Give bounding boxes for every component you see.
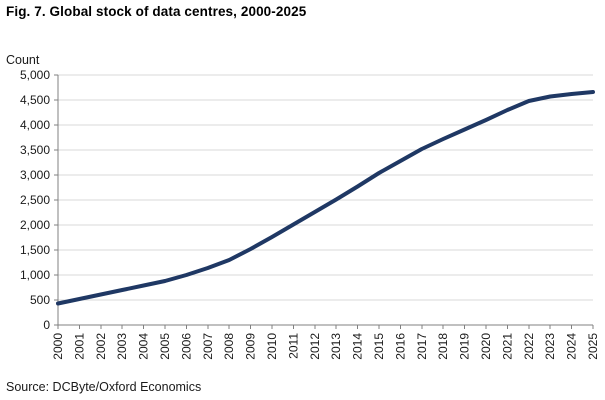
figure-title: Fig. 7. Global stock of data centres, 20… xyxy=(6,4,307,19)
x-tick-label: 2001 xyxy=(72,333,86,360)
y-tick-label: 3,000 xyxy=(20,168,50,182)
x-tick-label: 2018 xyxy=(436,333,450,360)
y-tick-label: 2,000 xyxy=(20,218,50,232)
x-tick-label: 2022 xyxy=(522,333,536,360)
x-tick-label: 2008 xyxy=(222,333,236,360)
x-tick-label: 2002 xyxy=(94,333,108,360)
x-tick-label: 2004 xyxy=(137,333,151,360)
x-tick-label: 2009 xyxy=(244,333,258,360)
y-tick-label: 2,500 xyxy=(20,193,50,207)
source-note: Source: DCByte/Oxford Economics xyxy=(6,380,202,394)
x-tick-label: 2007 xyxy=(201,333,215,360)
x-tick-label: 2014 xyxy=(351,333,365,360)
x-tick-label: 2019 xyxy=(458,333,472,360)
x-tick-label: 2003 xyxy=(115,333,129,360)
x-tick-label: 2023 xyxy=(543,333,557,360)
x-tick-label: 2020 xyxy=(479,333,493,360)
x-tick-label: 2000 xyxy=(51,333,65,360)
x-tick-label: 2021 xyxy=(500,333,514,360)
x-tick-label: 2025 xyxy=(586,333,600,360)
x-tick-label: 2006 xyxy=(179,333,193,360)
y-tick-label: 3,500 xyxy=(20,143,50,157)
x-tick-label: 2010 xyxy=(265,333,279,360)
y-tick-label: 4,500 xyxy=(20,93,50,107)
y-tick-label: 4,000 xyxy=(20,118,50,132)
y-axis-unit-label: Count xyxy=(6,53,40,67)
y-tick-label: 500 xyxy=(30,293,50,307)
data-series-line xyxy=(56,90,595,306)
x-tick-label: 2005 xyxy=(158,333,172,360)
y-tick-label: 1,500 xyxy=(20,243,50,257)
y-tick-label: 1,000 xyxy=(20,268,50,282)
y-tick-label: 0 xyxy=(43,318,50,332)
x-tick-label: 2024 xyxy=(565,333,579,360)
x-tick-label: 2016 xyxy=(393,333,407,360)
y-tick-label: 5,000 xyxy=(20,68,50,82)
x-tick-label: 2017 xyxy=(415,333,429,360)
x-tick-label: 2012 xyxy=(308,333,322,360)
x-tick-label: 2015 xyxy=(372,333,386,360)
x-tick-label: 2013 xyxy=(329,333,343,360)
x-tick-label: 2011 xyxy=(286,333,300,359)
